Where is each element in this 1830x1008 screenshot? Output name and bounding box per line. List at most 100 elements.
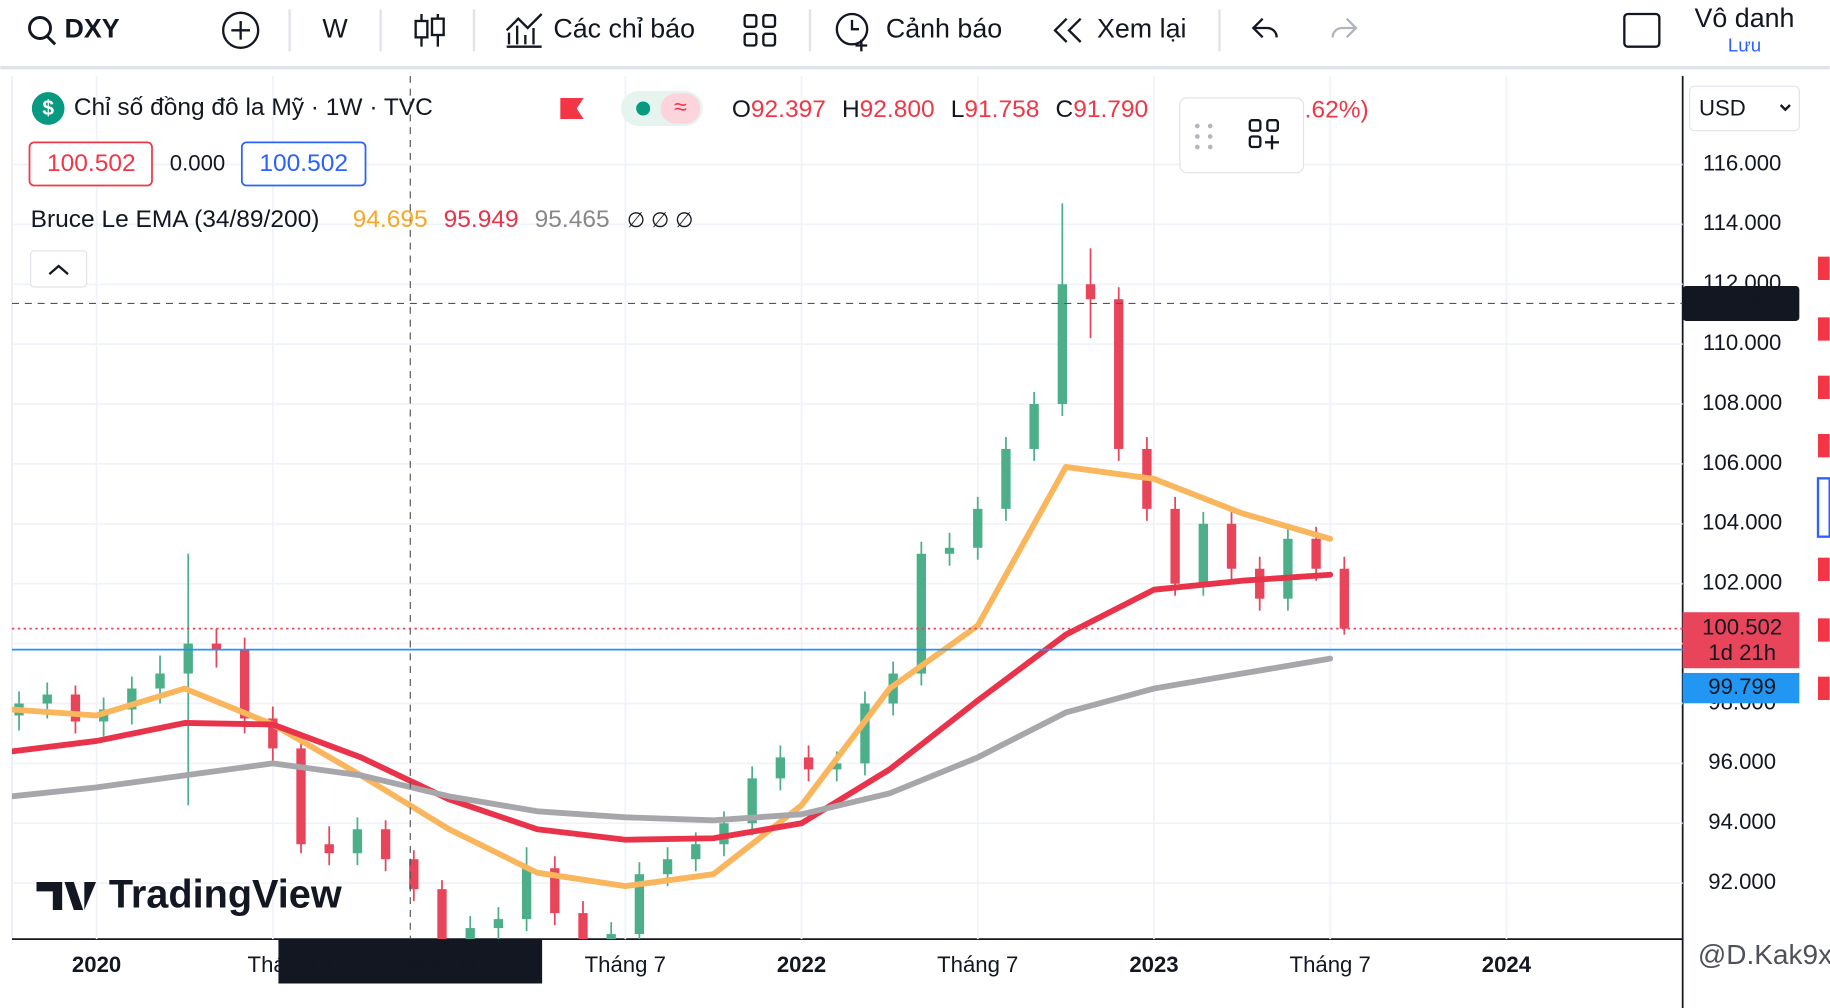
candle-body	[465, 928, 475, 940]
chart-type-icon-body	[414, 19, 429, 39]
drag-handle[interactable]	[1195, 123, 1213, 150]
candle-body	[860, 703, 870, 764]
tv-logo	[36, 882, 96, 910]
x-tick-label: Tháng 7	[1290, 952, 1371, 977]
candle-body	[493, 919, 504, 929]
candle-body	[1198, 523, 1208, 584]
legend-title: Chỉ số đồng đô la Mỹ · 1W · TVC	[74, 94, 433, 121]
x-tick-label: 2024	[1482, 952, 1532, 977]
grid	[12, 75, 1683, 940]
x-tick-label: 2020	[72, 952, 121, 977]
crosshair-price: 111.359	[1704, 289, 1781, 314]
templates-icon[interactable]	[743, 14, 777, 47]
axes: 92.00094.00096.00098.000100.000102.00010…	[72, 150, 1800, 984]
flag[interactable]	[560, 98, 584, 119]
y-tick-label: 92.000	[1708, 869, 1776, 894]
candle-body	[521, 868, 532, 920]
currency[interactable]: USD	[1699, 96, 1746, 121]
candle-body	[747, 778, 757, 824]
spread: 0.000	[170, 150, 225, 175]
ema1-value: 94.695	[353, 206, 428, 233]
c-label: C	[1055, 96, 1073, 123]
change: .62%)	[1305, 96, 1369, 123]
last-price: 100.502	[1702, 614, 1782, 639]
o-value: 92.397	[751, 96, 826, 123]
y-tick-label: 114.000	[1703, 210, 1781, 235]
y-tick-label: 94.000	[1708, 809, 1776, 834]
candle-body	[70, 694, 81, 722]
ema-line	[12, 571, 1334, 843]
crosshair-price-bg	[1682, 285, 1800, 321]
currency-select[interactable]	[1689, 85, 1800, 132]
ema-line	[12, 655, 1334, 824]
candle-body	[42, 694, 52, 704]
add-symbol-plus	[231, 21, 251, 40]
add-widget[interactable]	[1248, 119, 1280, 150]
candle-body	[550, 868, 560, 914]
layout-icon[interactable]	[1623, 12, 1661, 48]
crosshair-time: Th 2 23 Tháng 11 '20	[306, 950, 514, 975]
candle-body	[1226, 523, 1237, 569]
save-button[interactable]: Lưu	[1728, 35, 1761, 56]
candle-body	[352, 829, 363, 854]
candle-body	[944, 547, 955, 554]
ohlc: O92.397 H92.800 L91.758 C91.790	[732, 96, 1148, 123]
x-tick-label: Tháng 7	[585, 952, 666, 977]
alerts-button[interactable]: Cảnh báo	[886, 13, 1002, 43]
search-icon[interactable]	[28, 16, 52, 40]
y-tick-label: 108.000	[1702, 390, 1782, 415]
sell-box[interactable]	[28, 141, 153, 187]
collapse-icon	[48, 264, 69, 276]
x-tick-label: Tháng 7	[937, 952, 1018, 977]
status-icon: ≈	[674, 94, 687, 120]
candle-body	[1283, 538, 1293, 599]
interval[interactable]: W	[322, 13, 348, 43]
x-tick-label: 2022	[777, 952, 826, 977]
level-bg	[1682, 672, 1800, 704]
toolbar-bg	[0, 0, 1830, 66]
replay-button[interactable]: Xem lại	[1097, 13, 1186, 43]
alert-icon[interactable]	[835, 12, 869, 46]
buy-price[interactable]: 100.502	[259, 150, 348, 177]
o-label: O	[732, 96, 751, 123]
y-tick-label: 106.000	[1702, 450, 1782, 475]
candle-body	[380, 829, 391, 860]
add-symbol[interactable]	[222, 11, 260, 49]
plot	[12, 75, 1683, 940]
currency-caret	[1779, 104, 1791, 112]
candle-body	[662, 859, 673, 875]
candle-body	[437, 889, 447, 940]
candle-body	[1311, 538, 1321, 569]
undo[interactable]	[1251, 17, 1278, 39]
l-label: L	[951, 96, 965, 123]
alert-icon-hands	[850, 19, 868, 52]
h-label: H	[842, 96, 860, 123]
replay-icon[interactable]	[1053, 17, 1082, 43]
redo[interactable]	[1331, 17, 1358, 39]
watermark: TradingView	[36, 873, 342, 917]
candle-body	[973, 508, 983, 548]
credit: @D.Kak9x	[1698, 939, 1830, 970]
h-value: 92.800	[860, 96, 935, 123]
indicators-button[interactable]: Các chỉ báo	[553, 13, 695, 43]
symbol[interactable]: DXY	[65, 13, 120, 43]
candle-body	[691, 844, 701, 860]
candle-body	[803, 757, 814, 770]
symbol-logo	[31, 92, 65, 125]
ema2-value: 95.949	[444, 206, 519, 233]
candle-body	[832, 763, 842, 770]
sell-price[interactable]: 100.502	[47, 150, 136, 177]
symbol-logo-text: $	[42, 97, 54, 120]
buy-box[interactable]	[240, 141, 367, 187]
last-price-bg	[1682, 612, 1800, 669]
candle-body	[239, 649, 250, 719]
candle-body	[1057, 284, 1068, 405]
indicators-icon[interactable]	[505, 13, 543, 48]
legend: $ Chỉ số đồng đô la Mỹ · 1W · TVC ≈ O92.…	[28, 91, 1369, 288]
collapse-button[interactable]	[30, 250, 88, 288]
status-pill-right	[660, 93, 701, 124]
x-tick-label: 2023	[1129, 952, 1178, 977]
indicator-name: Bruce Le EMA (34/89/200)	[31, 206, 320, 233]
layout-name[interactable]: Vô danh	[1695, 3, 1795, 33]
c-value: 91.790	[1073, 96, 1148, 123]
